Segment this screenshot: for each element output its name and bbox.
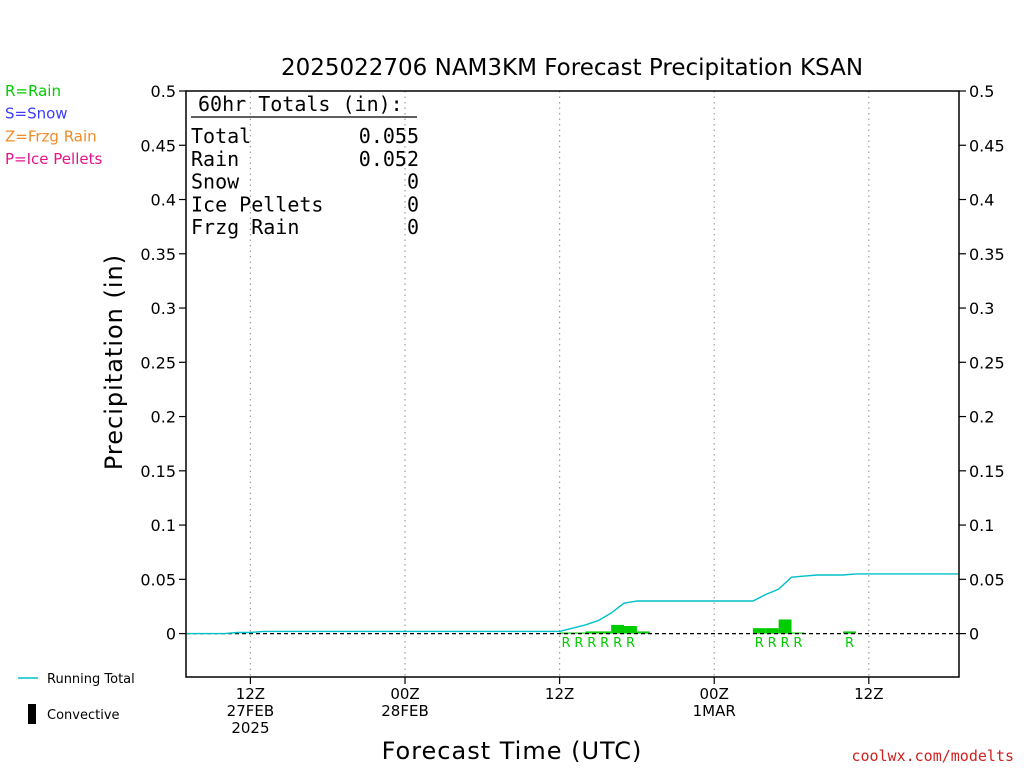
totals-label-4: Frzg Rain <box>191 215 299 239</box>
ptype-legend-3: P=Ice Pellets <box>5 150 102 168</box>
totals-value-0: 0.055 <box>359 124 419 148</box>
ptype-legend: R=Rain S=Snow Z=Frzg Rain P=Ice Pellets <box>5 82 102 168</box>
y-tick-label-right-1: 0.05 <box>969 570 1005 589</box>
plot-frame <box>185 90 960 678</box>
totals-value-4: 0 <box>407 215 419 239</box>
totals-value-2: 0 <box>407 170 419 194</box>
precip-bar-3 <box>598 631 612 634</box>
y-tick-label-right-6: 0.3 <box>969 299 994 318</box>
totals-value-3: 0 <box>407 192 419 216</box>
series-legend-label-1: Convective <box>47 708 120 723</box>
x-tick-label-0-2: 2025 <box>231 719 269 737</box>
ptype-label-5: R <box>626 636 635 651</box>
x-tick-label-1-0: 00Z <box>390 685 419 703</box>
ptype-legend-0: R=Rain <box>5 82 61 100</box>
y-tick-label-left-9: 0.45 <box>140 136 176 155</box>
y-tick-label-left-3: 0.15 <box>140 462 176 481</box>
y-tick-label-right-7: 0.35 <box>969 245 1005 264</box>
y-tick-label-left-2: 0.1 <box>151 516 176 535</box>
y-tick-label-left-1: 0.05 <box>140 570 176 589</box>
precip-bar-11 <box>843 631 856 634</box>
totals-label-0: Total <box>191 124 251 148</box>
y-tick-label-right-8: 0.4 <box>969 191 994 210</box>
precip-bar-6 <box>636 631 650 634</box>
y-tick-label-left-0: 0 <box>166 625 176 644</box>
totals-value-1: 0.052 <box>359 147 419 171</box>
ptype-label-4: R <box>613 636 622 651</box>
totals-label-2: Snow <box>191 170 240 194</box>
series-legend-swatch-1 <box>28 704 36 724</box>
y-tick-label-right-5: 0.25 <box>969 353 1005 372</box>
ptype-label-0: R <box>562 636 571 651</box>
y-tick-label-left-6: 0.3 <box>151 299 176 318</box>
precip-bar-8 <box>765 628 779 634</box>
y-axis-label: Precipitation (in) <box>100 254 128 470</box>
ptype-legend-1: S=Snow <box>5 105 68 123</box>
ptype-legend-2: Z=Frzg Rain <box>5 127 97 145</box>
totals-label-3: Ice Pellets <box>191 192 323 216</box>
y-tick-label-right-9: 0.45 <box>969 136 1005 155</box>
x-axis-label: Forecast Time (UTC) <box>382 737 643 765</box>
y-tick-label-right-4: 0.2 <box>969 408 994 427</box>
ptype-label-6: R <box>755 636 764 651</box>
x-tick-label-0-1: 27FEB <box>227 702 274 720</box>
y-tick-label-right-2: 0.1 <box>969 516 994 535</box>
y-tick-label-right-3: 0.15 <box>969 462 1005 481</box>
y-tick-label-right-0: 0 <box>969 625 979 644</box>
x-tick-label-1-1: 28FEB <box>381 702 428 720</box>
totals-header: 60hr Totals (in): <box>198 92 403 116</box>
totals-label-1: Rain <box>191 147 239 171</box>
x-tick-label-2-0: 12Z <box>545 685 574 703</box>
y-tick-label-left-5: 0.25 <box>140 353 176 372</box>
precip-bar-5 <box>624 625 637 634</box>
y-tick-label-left-4: 0.2 <box>151 408 176 427</box>
ptype-label-7: R <box>768 636 777 651</box>
ptype-label-1: R <box>574 636 583 651</box>
series-legend: Running Total Convective <box>18 672 135 724</box>
precip-bar-4 <box>611 624 625 634</box>
ptype-label-8: R <box>781 636 790 651</box>
y-tick-label-right-10: 0.5 <box>969 82 994 101</box>
ptype-label-10: R <box>845 636 854 651</box>
ptype-label-3: R <box>600 636 609 651</box>
y-tick-label-left-8: 0.4 <box>151 191 176 210</box>
grid-lines <box>249 91 870 677</box>
y-ticks: 0 00.05 0.050.1 0.10.15 0.150.2 0.20.25 0.250.… <box>140 82 1004 644</box>
chart-title: 2025022706 NAM3KM Forecast Precipitation… <box>281 55 863 81</box>
totals-box: 60hr Totals (in): Total 0.055 Rain 0.052 Snow… <box>191 92 419 239</box>
y-tick-label-left-10: 0.5 <box>151 82 176 101</box>
x-tick-label-0-0: 12Z <box>236 685 265 703</box>
running-total-line <box>186 573 959 635</box>
precip-bar-9 <box>778 619 792 634</box>
x-tick-label-3-1: 1MAR <box>693 702 736 720</box>
credit-text: coolwx.com/modelts <box>851 747 1014 765</box>
ptype-label-9: R <box>793 636 802 651</box>
series-legend-label-0: Running Total <box>47 672 135 687</box>
running-total-layer <box>186 573 959 635</box>
precip-bar-2 <box>585 631 599 634</box>
x-tick-label-4-0: 12Z <box>854 685 883 703</box>
precip-bars <box>559 619 856 634</box>
plot-border <box>185 90 960 678</box>
y-tick-label-left-7: 0.35 <box>140 245 176 264</box>
precip-bar-7 <box>752 628 766 634</box>
ptype-label-2: R <box>587 636 596 651</box>
x-tick-label-3-0: 00Z <box>700 685 729 703</box>
